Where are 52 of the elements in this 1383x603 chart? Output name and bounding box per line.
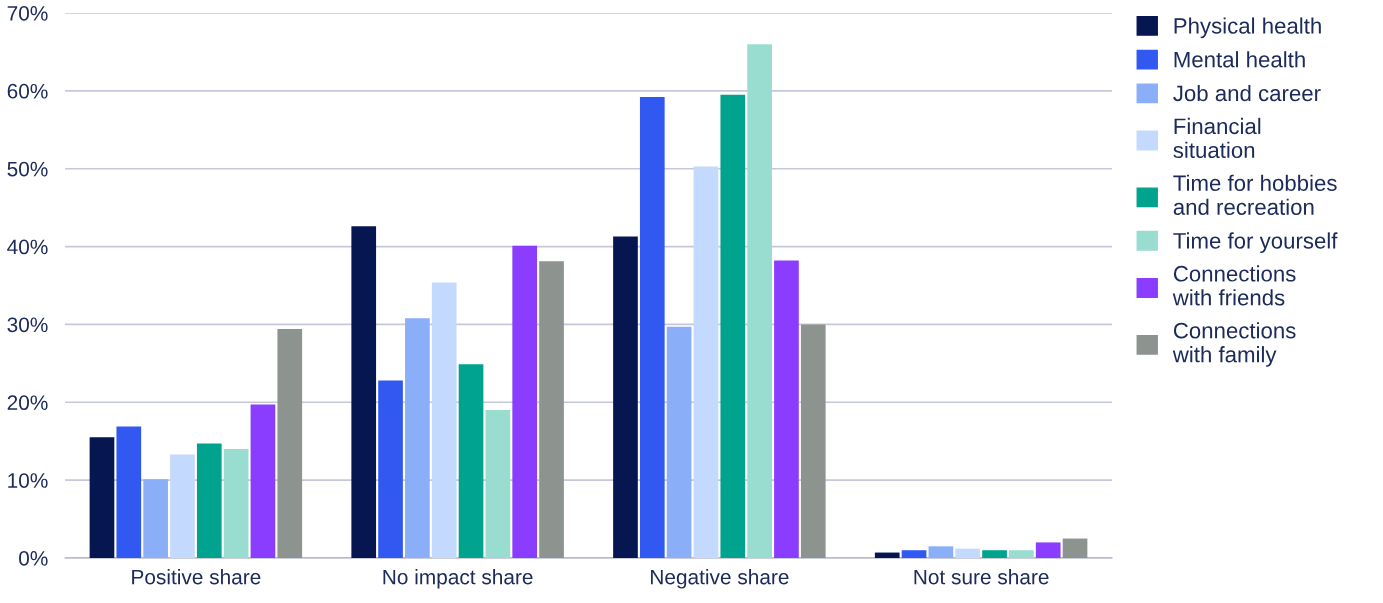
y-tick-label: 20% (7, 395, 48, 411)
bar (170, 454, 195, 558)
x-tick-label: Not sure share (914, 569, 1049, 585)
bar (143, 479, 168, 558)
bar (539, 261, 564, 558)
legend-label: Financial situation (1173, 117, 1261, 159)
bar (1035, 542, 1061, 558)
legend-label: Connections with friends (1172, 265, 1296, 306)
bar (747, 44, 772, 558)
y-tick-label: 60% (7, 83, 48, 99)
bar (955, 548, 981, 558)
y-tick-label: 40% (7, 239, 48, 255)
bar (351, 226, 377, 558)
y-tick-label: 30% (7, 317, 48, 333)
bar (458, 364, 484, 558)
bar (720, 94, 746, 558)
x-tick-label: Negative share (651, 569, 789, 589)
bar (800, 324, 826, 558)
bar (250, 404, 276, 558)
legend-label: Mental health (1174, 51, 1305, 68)
bar (693, 166, 719, 558)
bar (485, 410, 511, 558)
bar (196, 443, 222, 558)
bar (378, 380, 403, 558)
bar (874, 552, 900, 558)
x-tick-label: No impact share (383, 569, 533, 589)
y-tick-label: 10% (8, 473, 48, 488)
y-tick-label: 50% (7, 161, 48, 177)
legend-label: Job and career (1173, 84, 1321, 102)
legend-label: Connections with family (1172, 322, 1296, 367)
bar (666, 326, 692, 558)
y-tick-label: 0% (19, 551, 48, 566)
x-tick-label: Positive share (132, 569, 261, 585)
bar (774, 260, 799, 558)
bar (1009, 550, 1034, 558)
bar (116, 426, 142, 558)
bar (639, 97, 665, 558)
bar (277, 329, 303, 558)
bar (982, 550, 1007, 558)
y-tick-label: 70% (7, 6, 48, 21)
bar (928, 546, 954, 558)
bar (901, 550, 927, 558)
bar (431, 282, 457, 558)
bar (512, 245, 538, 558)
legend-label: Physical health (1174, 17, 1321, 39)
bar (1062, 538, 1088, 558)
bar (405, 318, 430, 558)
bar (613, 236, 638, 558)
legend-label: Time for yourself (1173, 232, 1338, 254)
bar (223, 449, 249, 558)
legend-label: Time for hobbies and recreation (1173, 174, 1337, 215)
bar (89, 437, 115, 558)
